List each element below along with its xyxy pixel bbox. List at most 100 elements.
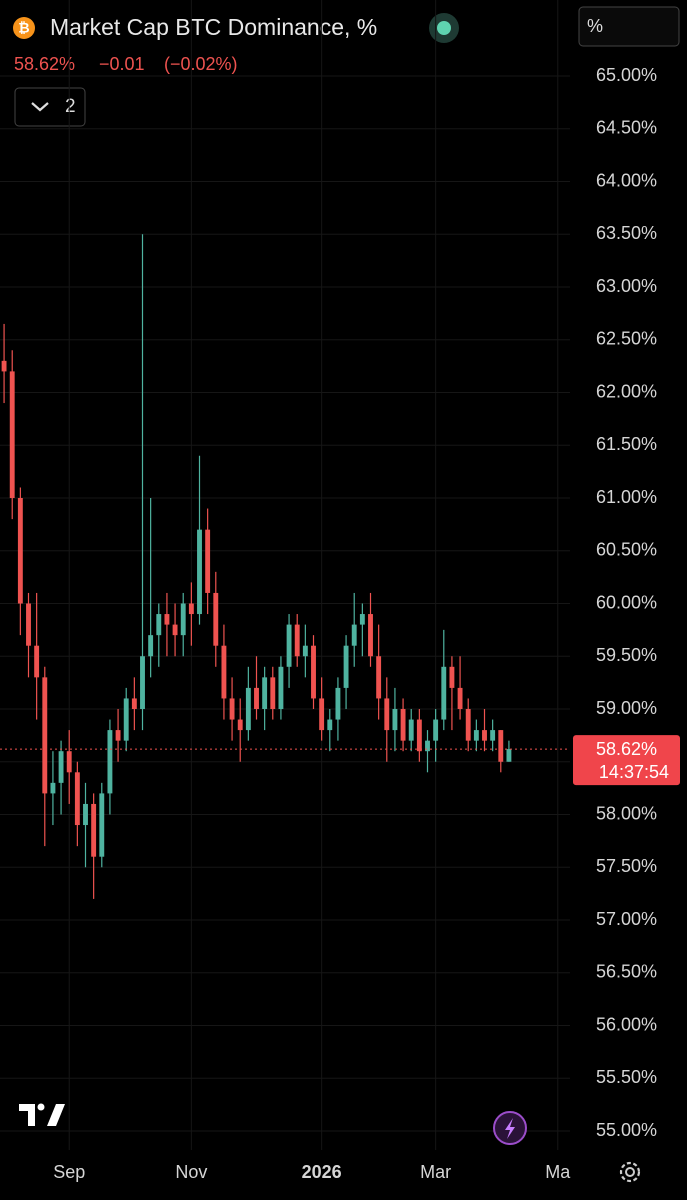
candle-body: [343, 645, 349, 688]
status-dot: [437, 21, 451, 35]
candle-body: [180, 603, 186, 636]
x-tick-label: Mar: [420, 1162, 451, 1182]
y-tick-label: 62.50%: [596, 329, 657, 349]
x-tick-label: Ma: [545, 1162, 571, 1182]
y-tick-label: 63.00%: [596, 276, 657, 296]
y-tick-label: 56.50%: [596, 962, 657, 982]
candle-body: [270, 677, 276, 709]
candle-body: [302, 645, 308, 657]
candle-body: [319, 698, 325, 731]
y-tick-label: 58.00%: [596, 803, 657, 823]
y-tick-label: 57.00%: [596, 909, 657, 929]
y-tick-label: 59.00%: [596, 698, 657, 718]
candle-body: [441, 666, 447, 720]
candle-body: [221, 645, 227, 699]
candle-body: [278, 666, 284, 709]
candle-body: [74, 772, 80, 826]
candle-body: [245, 687, 251, 731]
legend-value: 58.62%: [14, 54, 75, 74]
candle-body: [254, 687, 259, 709]
y-tick-label: 64.50%: [596, 118, 657, 138]
candle-body: [368, 614, 373, 657]
candle-body: [433, 719, 439, 741]
candle-body: [457, 687, 463, 709]
candle-body: [376, 656, 382, 699]
candle-body: [351, 624, 357, 646]
candle-body: [311, 645, 316, 699]
candle-body: [17, 498, 23, 604]
candle-body: [164, 614, 170, 625]
scale-button[interactable]: [578, 6, 680, 47]
countdown: 14:37:54: [599, 762, 669, 782]
candle-body: [26, 603, 31, 646]
candle-body: [156, 614, 162, 636]
candle-body: [482, 730, 487, 741]
y-tick-label: 61.50%: [596, 434, 657, 454]
y-tick-label: 64.00%: [596, 170, 657, 190]
candle-body: [205, 529, 211, 593]
y-tick-label: 55.50%: [596, 1067, 657, 1087]
y-tick-label: 60.00%: [596, 592, 657, 612]
y-tick-label: 63.50%: [596, 223, 657, 243]
candle-body: [490, 730, 496, 741]
candle-body: [359, 614, 365, 625]
candle-body: [498, 730, 504, 762]
legend-change: −0.01: [99, 54, 145, 74]
x-tick-label: 2026: [302, 1162, 342, 1182]
candle-body: [188, 603, 194, 615]
candle-body: [91, 803, 97, 857]
candle-body: [384, 698, 390, 731]
candle-body: [262, 677, 268, 709]
indicators-toggle[interactable]: [14, 87, 86, 127]
candle-body: [131, 698, 137, 709]
candle-body: [172, 624, 178, 636]
tv-logo: [19, 1103, 65, 1126]
candle-body: [140, 656, 145, 709]
candle-body: [115, 730, 121, 741]
candle-body: [213, 592, 219, 646]
candle-body: [1, 360, 7, 372]
candle-body: [408, 719, 414, 741]
candle-body: [473, 730, 479, 741]
candle-body: [286, 624, 292, 667]
candle-body: [449, 666, 455, 688]
last-price-box: [573, 735, 680, 786]
btc-icon: [13, 17, 35, 39]
y-tick-label: 55.00%: [596, 1120, 657, 1140]
candle-body: [50, 782, 56, 794]
btc-symbol: ₿: [18, 20, 29, 36]
candle-body: [506, 749, 512, 762]
indicators-count[interactable]: 2: [65, 96, 76, 117]
candle-body: [107, 730, 113, 794]
candle-body: [229, 698, 235, 720]
y-tick-label: 60.50%: [596, 540, 657, 560]
candle-body: [66, 751, 72, 773]
y-tick-label: 65.00%: [596, 65, 657, 85]
candle-body: [294, 624, 300, 657]
candle-body: [335, 687, 341, 720]
candle-body: [123, 698, 129, 741]
x-tick-label: Sep: [53, 1162, 85, 1182]
candle-body: [400, 709, 406, 741]
candle-body: [416, 719, 422, 752]
candle-body: [83, 803, 88, 826]
candle-body: [58, 751, 64, 783]
candle-body: [148, 635, 154, 657]
scale-button-label[interactable]: %: [587, 16, 603, 36]
chevron[interactable]: [31, 102, 49, 112]
y-tick-label: 62.00%: [596, 381, 657, 401]
x-tick-label: Nov: [175, 1162, 207, 1182]
candle-body: [392, 709, 398, 731]
candle-body: [197, 529, 202, 615]
candle-body: [237, 719, 243, 731]
y-tick-label: 59.50%: [596, 645, 657, 665]
candle-body: [42, 677, 48, 794]
candle-body: [99, 793, 105, 857]
candle-body: [34, 645, 40, 678]
settings-icon[interactable]: [619, 1161, 641, 1183]
last-price-label: 58.62%: [596, 739, 657, 759]
lightning-icon[interactable]: [505, 1118, 515, 1139]
candle-body: [9, 371, 15, 498]
plot: 55.00% 55.50% 56.00% 56.50% 57.00% 57.50% 58.0…: [0, 0, 680, 1182]
